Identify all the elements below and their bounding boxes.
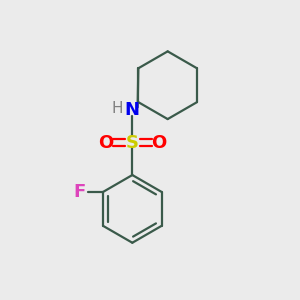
Text: H: H [111, 101, 123, 116]
Text: F: F [73, 183, 86, 201]
Text: O: O [98, 134, 113, 152]
Text: O: O [151, 134, 166, 152]
Text: S: S [126, 134, 139, 152]
Text: N: N [125, 101, 140, 119]
